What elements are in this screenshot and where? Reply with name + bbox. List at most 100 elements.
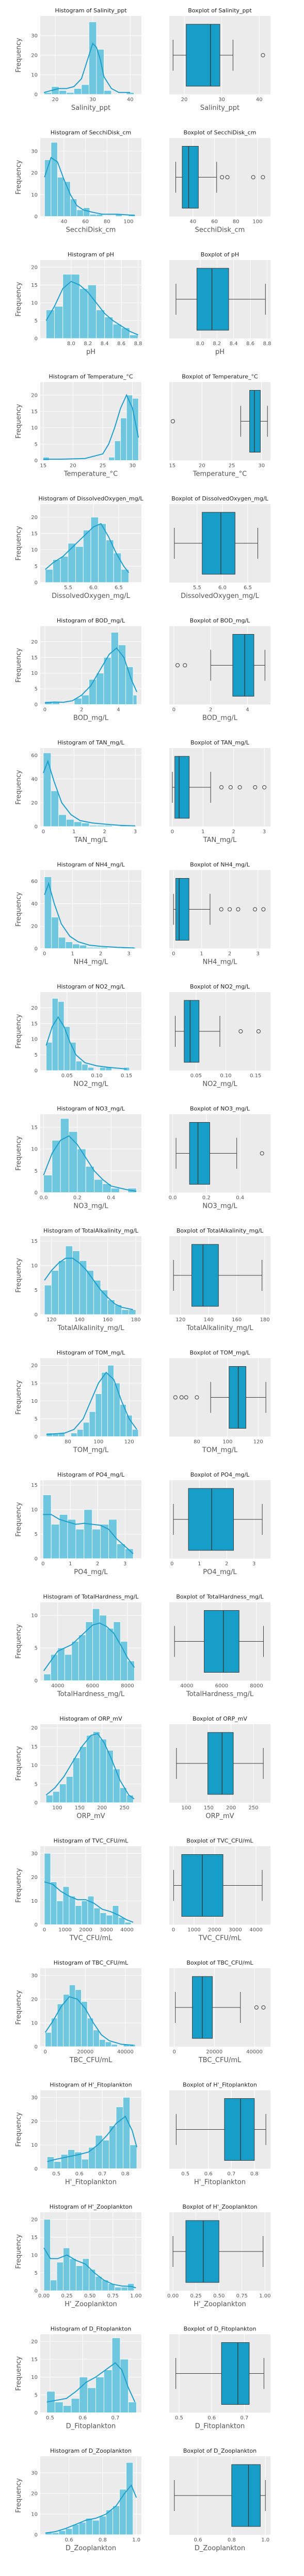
histogram-y-tick-label: 30 [31,1973,38,1979]
boxplot-box [232,634,254,696]
histogram-bar [70,199,77,217]
histogram-x-axis-label: D_Fitoplankton [66,2423,116,2431]
histogram-bar [79,288,88,339]
histogram-bar [95,1394,102,1437]
histogram-x-tick-label: 2 [80,707,83,713]
histogram-title: Histogram of TBC_CFU/mL [54,1959,129,1966]
histogram-bar [113,323,122,339]
histogram-x-tick-label: 0.6 [78,2416,87,2421]
boxplot-outlier [261,2005,266,2010]
histogram-y-tick-label: 10 [31,1399,38,1404]
boxplot-x-axis-label: TotalHardness_mg/L [186,1691,254,1698]
histogram-x-axis-label: NO3_mg/L [73,1203,108,1210]
histogram-bar [45,1795,53,1803]
boxplot-outlier [219,785,223,789]
histogram-bar [65,2528,73,2535]
boxplot-box [191,1244,219,1307]
boxplot-x-tick-label: 2 [209,707,212,713]
histogram-y-axis-label: Frequency [15,1258,23,1292]
boxplot-x-axis-label: SecchiDisk_cm [195,226,245,234]
histogram-x-tick-label: 200 [97,1805,107,1811]
chart-row-17: Histogram of H'_Fitoplankton 0.5 0.6 0.7 0.8… [15,2082,270,2186]
histogram-y-tick-label: 30 [31,2095,38,2101]
boxplot-title: Boxplot of NO2_mg/L [190,983,250,990]
histogram-bar [93,1907,101,1925]
boxplot-x-tick-label: 8000 [250,1683,263,1689]
histogram-bar [95,2377,104,2413]
boxplot-x-tick-label: 8.2 [213,341,221,347]
histogram-bar [116,2107,123,2169]
histogram-y-tick-label: 0 [35,946,38,952]
boxplot-outlier [173,1395,178,1400]
boxplot-x-tick-label: 0.8 [228,2537,236,2543]
histogram-y-tick-label: 0 [35,1434,38,1440]
chart-row-20: Histogram of D_Zooplankton 0.6 0.8 1.0 0 10 20… [15,2448,270,2552]
histogram-bar [126,395,133,461]
boxplot-title: Boxplot of NO3_mg/L [190,1106,250,1112]
histogram-y-tick-label: 0 [35,824,38,830]
histogram-bar [124,1922,132,1925]
histogram-x-tick-label: 3000 [100,1927,113,1933]
histogram-x-tick-label: 8.8 [134,341,142,347]
histogram-y-tick-label: 5 [35,1532,38,1537]
histogram-y-tick-label: 10 [31,1147,38,1153]
histogram-y-tick-label: 30 [31,1851,38,1857]
boxplot-x-tick-label: 6.0 [218,585,227,591]
histogram-bar [93,2030,100,2047]
boxplot-x-tick-label: 0.6 [207,2416,216,2421]
histogram-y-axis-label: Frequency [15,1990,23,2024]
boxplot-x-tick-label: 100 [222,1439,232,1445]
histogram-bar [121,1309,129,1315]
boxplot-x-tick-label: 40000 [246,2049,263,2055]
histogram-bar [81,2001,88,2047]
histogram-bar [78,1634,86,1681]
histogram-y-tick-label: 20 [31,1363,38,1369]
histogram-bar [129,334,138,339]
boxplot-x-tick-label: 40 [190,219,197,225]
histogram-bar [120,417,127,461]
histogram-y-tick-label: 0 [35,580,38,586]
histogram-bar [120,2359,129,2413]
histogram-y-axis-label: Frequency [15,526,23,560]
histogram-bar [81,84,89,95]
boxplot-outlier [261,53,265,57]
chart-row-6: Histogram of TAN_mg/L0 1 2 30204060TAN_mg/L… [15,739,270,844]
histogram-bar [52,1140,61,1193]
histogram-x-axis-label: Temperature_°C [63,471,118,478]
histogram-bar [109,2126,117,2169]
histogram-bar [78,2522,86,2535]
boxplot-outlier [261,907,266,912]
histogram-bar [43,752,52,827]
histogram-x-tick-label: 3 [123,1561,126,1567]
histogram-bar [60,1118,69,1193]
histogram-x-tick-label: 2 [99,951,102,957]
histogram-bar [121,327,130,339]
boxplot-x-axis-label: TOM_mg/L [202,1447,238,1454]
boxplot-title: Boxplot of Temperature_°C [182,374,258,380]
histogram-y-tick-label: 20 [31,265,38,270]
kde-line [43,1135,137,1192]
histogram-bar [60,556,69,583]
histogram-y-tick-label: 5 [35,318,38,324]
histogram-bar [62,1886,70,1925]
histogram-y-tick-label: 5 [35,1169,38,1174]
boxplot-x-tick-label: 0.50 [213,2293,225,2299]
histogram-x-tick-label: 6.0 [89,585,98,591]
histogram-bar [101,1372,108,1437]
boxplot-x-tick-label: 2 [228,951,231,957]
boxplot-x-tick-label: 120 [253,1439,263,1445]
histogram-bar [70,1433,77,1437]
boxplot-x-axis-label: TVC_CFU/mL [198,1935,242,1942]
boxplot-outlier [253,785,258,789]
histogram-x-tick-label: 2 [96,1561,99,1567]
histogram-bar [66,92,74,95]
histogram-bar [76,2265,83,2291]
histogram-x-tick-label: 0.6 [65,2537,73,2543]
chart-row-5: Histogram of BOD_mg/L0 2 405101520BOD_mg/L… [15,618,270,722]
boxplot-x-tick-label: 0.5 [181,2172,189,2177]
histogram-bar [73,821,82,827]
histogram-y-tick-label: 10 [31,1763,38,1769]
histogram-bar [42,1495,52,1559]
histogram-bar [128,2402,137,2413]
histogram-bar [132,398,139,461]
